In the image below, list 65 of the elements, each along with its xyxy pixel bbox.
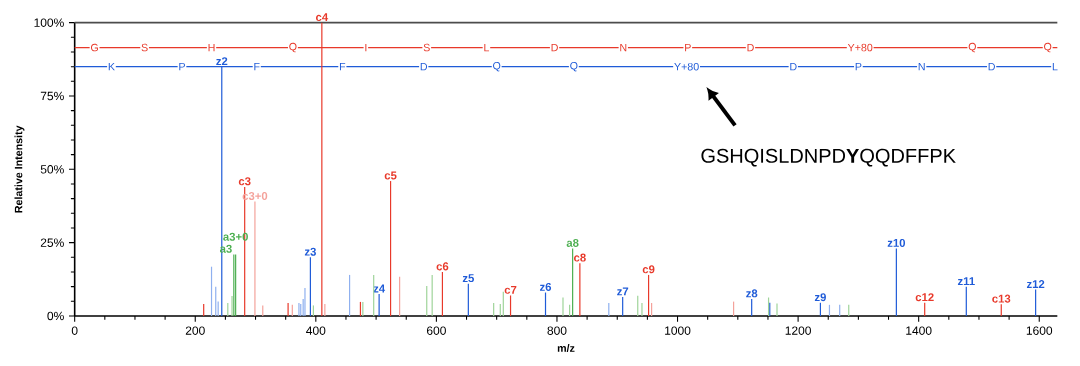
annotation: D [790, 62, 797, 71]
x-tick-label: 1200 [785, 326, 811, 335]
x-tick-label: 1400 [906, 326, 932, 335]
annotation: GSHQISLDNPDYQQDFFPK [701, 148, 956, 167]
x-tick-label: 200 [185, 326, 205, 335]
annotation: Y+80 [674, 62, 699, 71]
annotation: D [551, 43, 558, 52]
data-label: c13 [992, 294, 1011, 303]
data-label: c8 [574, 253, 586, 262]
annotation: F [339, 62, 346, 71]
x-tick-label: 0 [71, 326, 78, 335]
x-tick-label: 800 [547, 326, 567, 335]
data-label: z10 [887, 238, 906, 247]
x-axis-title: m/z [557, 344, 575, 352]
data-label: z6 [539, 282, 552, 291]
data-label: c7 [504, 285, 517, 294]
data-label: c4 [315, 13, 329, 22]
data-label: z4 [373, 284, 386, 293]
data-label: z5 [462, 274, 475, 283]
annotation: P [179, 62, 185, 71]
annotation: L [1052, 62, 1058, 71]
y-tick-label: 50% [40, 165, 64, 174]
data-label: c9 [642, 265, 655, 274]
annotation: H [208, 43, 215, 52]
annotation: D [420, 62, 428, 71]
x-tick-label: 1000 [665, 326, 691, 335]
data-label: z12 [1026, 280, 1045, 288]
data-label: z7 [617, 287, 629, 296]
y-tick-label: 75% [40, 91, 64, 101]
annotation: Q [570, 61, 578, 72]
annotation: Q [289, 42, 297, 53]
data-label: c12 [915, 293, 934, 302]
data-label: z11 [957, 277, 975, 286]
annotation: I [365, 43, 367, 52]
annotation: Q [493, 61, 501, 72]
data-label: c5 [384, 171, 397, 180]
annotation: P [685, 43, 691, 52]
y-tick-label: 25% [40, 238, 64, 247]
annotation: F [254, 62, 260, 71]
annotation: D [988, 62, 995, 71]
annotation: S [141, 43, 148, 52]
annotation: G [90, 43, 98, 52]
data-label: z8 [746, 289, 758, 298]
y-tick-label: 100% [34, 18, 64, 27]
annotation: D [747, 43, 754, 52]
annotation: S [423, 43, 430, 52]
x-tick-label: 400 [306, 326, 326, 335]
annotation: K [108, 62, 115, 71]
data-label: c3 [238, 177, 251, 186]
x-tick-label: 600 [426, 326, 446, 335]
data-label: z9 [814, 293, 826, 302]
annotation: N [918, 62, 925, 71]
data-label: c6 [436, 262, 449, 271]
data-label: z3 [304, 247, 316, 256]
annotation: Q [968, 42, 976, 53]
y-axis-title: Relative Intensity [14, 125, 25, 213]
annotation: Y+80 [847, 43, 873, 52]
data-label: a8 [566, 238, 579, 247]
annotation: N [620, 43, 627, 52]
y-tick-label: 0% [47, 311, 64, 321]
annotation: Q [1044, 42, 1052, 53]
x-tick-label: 1600 [1026, 326, 1053, 335]
annotation: L [484, 43, 490, 52]
data-label: z2 [216, 57, 228, 66]
annotation: P [855, 62, 862, 71]
